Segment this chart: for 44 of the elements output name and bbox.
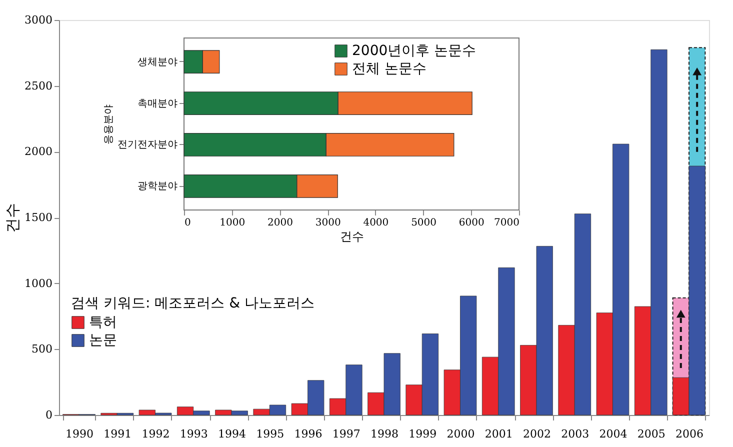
x-tick-label: 1990 — [66, 428, 94, 440]
x-tick-label: 2000 — [267, 218, 293, 228]
y-tick-label: 2000 — [24, 145, 52, 158]
x-tick-label: 1991 — [104, 428, 132, 440]
x-tick-label: 2002 — [522, 428, 551, 440]
x-tick-label: 2000 — [446, 428, 475, 440]
x-tick-label: 3000 — [315, 218, 341, 228]
y-tick-label: 촉매분야 — [138, 98, 178, 110]
x-tick-label: 1995 — [256, 428, 284, 440]
x-tick-label: 7000 — [494, 218, 520, 228]
x-tick-label: 2005 — [637, 428, 666, 440]
y-tick-label: 광학분야 — [138, 181, 178, 192]
x-axis-title: 건수 — [340, 230, 364, 244]
legend-label: 특허 — [89, 314, 117, 330]
x-tick-label: 1994 — [218, 428, 246, 440]
x-tick-label: 0 — [184, 218, 191, 228]
y-tick-label: 생체분야 — [138, 56, 178, 68]
legend-label: 전체 논문수 — [352, 61, 426, 77]
x-tick-label: 5000 — [411, 218, 437, 228]
x-tick-label: 1992 — [142, 428, 170, 440]
y-tick-label: 1500 — [24, 211, 52, 224]
y-tick-label: 전기전자분야 — [118, 140, 178, 151]
x-tick-label: 4000 — [363, 218, 389, 228]
x-tick-label: 1000 — [220, 218, 246, 228]
legend-label: 논문 — [89, 332, 117, 348]
y-tick-label: 3000 — [24, 14, 52, 26]
y-tick-label: 500 — [32, 342, 52, 356]
x-tick-label: 2003 — [561, 428, 590, 440]
x-tick-label: 6000 — [458, 218, 484, 228]
y-tick-label: 2500 — [24, 79, 52, 92]
legend-label: 2000년이후 논문수 — [352, 43, 476, 59]
y-tick-label: 1000 — [24, 276, 52, 290]
x-tick-label: 1999 — [408, 428, 437, 440]
y-axis-title: 응용분야 — [104, 104, 114, 144]
x-tick-label: 2004 — [599, 428, 628, 440]
y-axis-title: 건수 — [4, 203, 22, 233]
x-tick-label: 1997 — [332, 428, 360, 440]
legend-title: 검색 키워드: 메조포러스 & 나노포러스 — [71, 296, 314, 312]
x-tick-label: 2006 — [675, 428, 704, 440]
x-tick-label: 1996 — [294, 428, 322, 440]
y-tick-label: 0 — [46, 408, 52, 422]
x-tick-label: 1998 — [370, 428, 398, 440]
x-tick-label: 1993 — [180, 428, 208, 440]
x-tick-label: 2001 — [484, 428, 513, 440]
